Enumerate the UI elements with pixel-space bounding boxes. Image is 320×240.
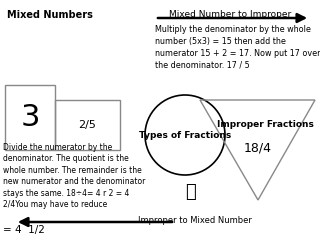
Text: = 4  1/2: = 4 1/2 [3,225,45,235]
Text: 18/4: 18/4 [244,142,272,155]
Text: Mixed Numbers: Mixed Numbers [7,10,93,20]
Bar [55,100,120,150]
Text: 3: 3 [20,103,40,132]
Text: Divide the numerator by the
denominator. The quotient is the
whole number. The r: Divide the numerator by the denominator.… [3,143,145,209]
Text: Improper to Mixed Number: Improper to Mixed Number [138,216,252,225]
Text: 🤼: 🤼 [185,183,196,201]
Text: Improper Fractions: Improper Fractions [217,120,313,129]
Text: Mixed Number to Improper: Mixed Number to Improper [169,10,291,19]
Bar [5,85,55,150]
Text: Types of Fractions: Types of Fractions [139,131,231,139]
Text: Multiply the denominator by the whole
number (5x3) = 15 then add the
numerator 1: Multiply the denominator by the whole nu… [155,25,320,69]
Text: 2/5: 2/5 [78,120,96,130]
